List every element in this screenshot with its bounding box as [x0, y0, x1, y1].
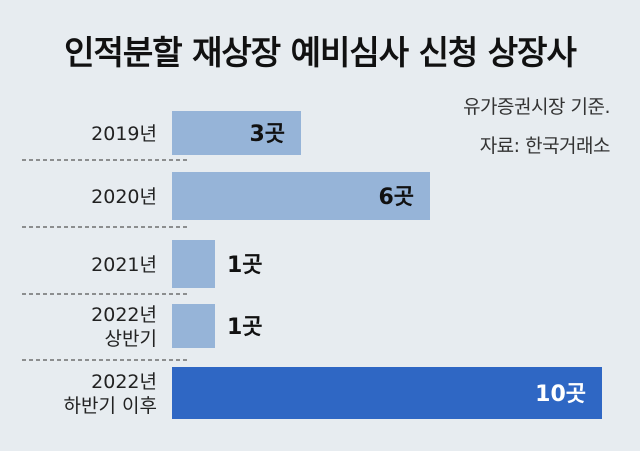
category-label: 2021년 [91, 254, 157, 276]
category-label: 하반기 이후 [64, 395, 157, 417]
value-label: 1곳 [227, 315, 263, 340]
value-label: 6곳 [378, 185, 414, 210]
bar [172, 304, 215, 348]
value-label: 10곳 [535, 382, 586, 407]
source-note: 자료: 한국거래소 [479, 135, 611, 157]
category-label: 2022년 [91, 304, 157, 326]
bar [172, 172, 430, 220]
category-label: 상반기 [105, 328, 157, 350]
market-note: 유가증권시장 기준. [463, 96, 610, 118]
category-label: 2022년 [91, 371, 157, 393]
bar [172, 367, 602, 419]
chart-title: 인적분할 재상장 예비심사 신청 상장사 [64, 33, 577, 72]
value-label: 1곳 [227, 253, 263, 278]
bar [172, 240, 215, 288]
category-label: 2020년 [91, 186, 157, 208]
category-label: 2019년 [91, 123, 157, 145]
value-label: 3곳 [249, 122, 285, 147]
bar [172, 111, 301, 155]
